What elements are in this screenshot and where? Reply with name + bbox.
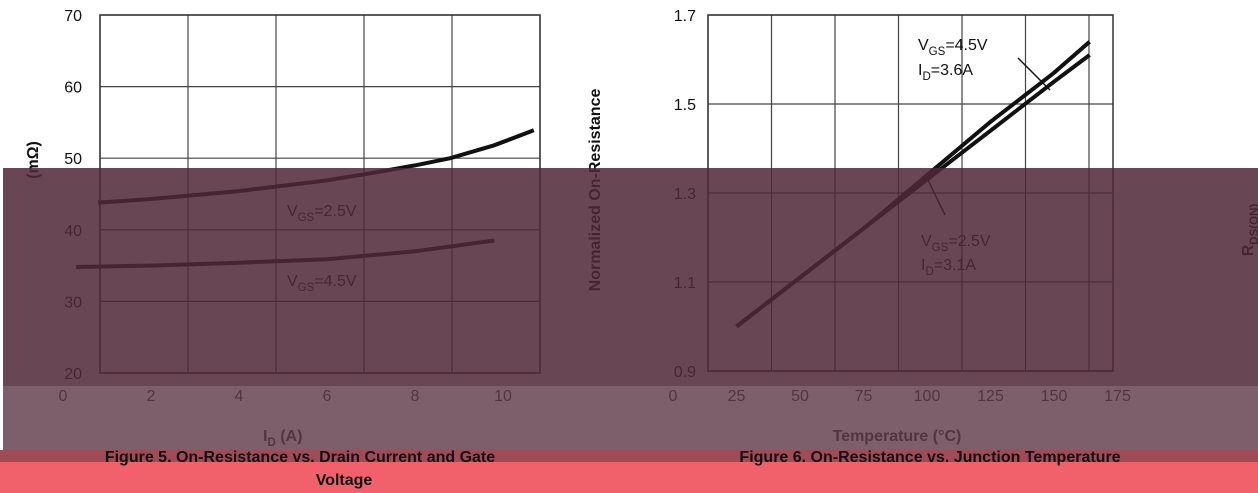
annotation: ID=3.6A bbox=[918, 62, 973, 83]
text-sub: D bbox=[922, 71, 930, 83]
figure-caption: Figure 6. On-Resistance vs. Junction Tem… bbox=[739, 449, 1120, 466]
annotation: VGS=4.5V bbox=[918, 37, 988, 58]
y-tick-label: 50 bbox=[64, 151, 82, 168]
y-tick-label: 1.7 bbox=[674, 8, 696, 25]
figure-caption: Voltage bbox=[316, 472, 373, 489]
overlay-strip bbox=[0, 450, 1258, 462]
overlay-light bbox=[3, 386, 1258, 450]
text-main: I bbox=[918, 62, 922, 79]
figure-caption: Figure 5. On-Resistance vs. Drain Curren… bbox=[105, 449, 495, 466]
y-tick-label: 1.5 bbox=[674, 97, 696, 114]
text-rest: =4.5V bbox=[945, 37, 988, 54]
text-sub: GS bbox=[929, 46, 946, 58]
text-main: V bbox=[918, 37, 929, 54]
text-rest: =3.6A bbox=[931, 62, 974, 79]
arrow bbox=[1017, 57, 1051, 91]
overlay-dark bbox=[3, 168, 1258, 386]
overlay-red bbox=[0, 462, 1258, 493]
y-tick-label: 70 bbox=[64, 8, 82, 25]
y-tick-label: 60 bbox=[64, 80, 82, 97]
